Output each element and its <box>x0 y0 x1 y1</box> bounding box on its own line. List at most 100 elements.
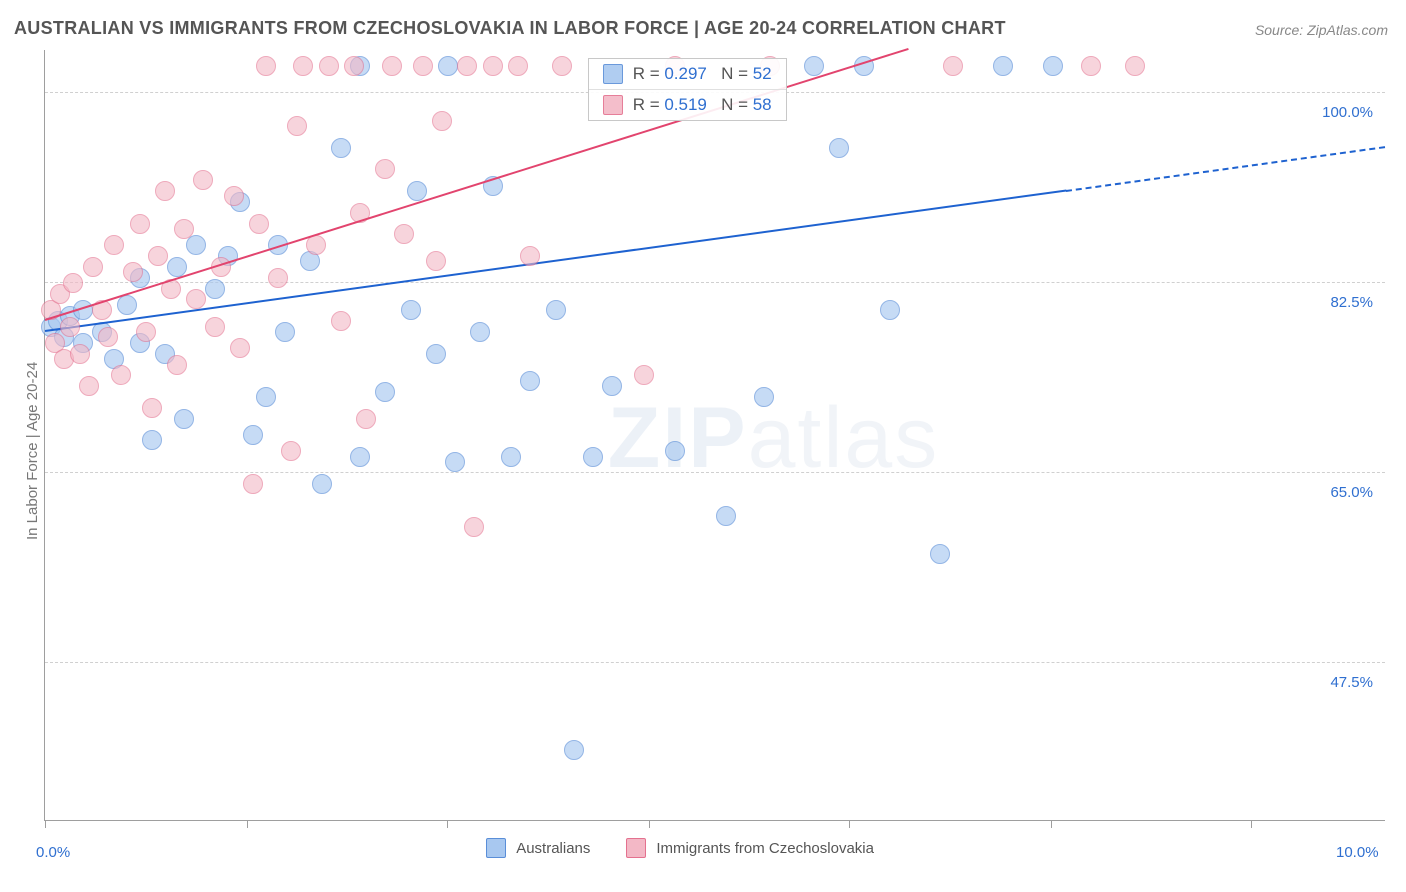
data-point <box>224 186 244 206</box>
y-tick-label: 82.5% <box>1330 294 1373 311</box>
data-point <box>394 224 414 244</box>
data-point <box>1081 56 1101 76</box>
series-swatch <box>603 95 623 115</box>
data-point <box>142 398 162 418</box>
data-point <box>520 246 540 266</box>
data-point <box>602 376 622 396</box>
data-point <box>193 170 213 190</box>
data-point <box>60 317 80 337</box>
data-point <box>634 365 654 385</box>
legend-swatch <box>486 838 506 858</box>
data-point <box>312 474 332 494</box>
data-point <box>111 365 131 385</box>
data-point <box>508 56 528 76</box>
data-point <box>445 452 465 472</box>
legend-label: Australians <box>516 840 590 857</box>
data-point <box>79 376 99 396</box>
y-tick-label: 100.0% <box>1322 104 1373 121</box>
gridline <box>45 472 1385 473</box>
data-point <box>243 425 263 445</box>
x-tick <box>849 820 850 828</box>
data-point <box>148 246 168 266</box>
data-point <box>331 138 351 158</box>
source-attribution: Source: ZipAtlas.com <box>1255 22 1388 38</box>
data-point <box>413 56 433 76</box>
y-axis-label: In Labor Force | Age 20-24 <box>24 362 41 540</box>
data-point <box>564 740 584 760</box>
data-point <box>1043 56 1063 76</box>
data-point <box>123 262 143 282</box>
data-point <box>344 56 364 76</box>
data-point <box>464 517 484 537</box>
legend-bottom: AustraliansImmigrants from Czechoslovaki… <box>486 838 900 858</box>
data-point <box>174 409 194 429</box>
stats-text: R = 0.519 N = 58 <box>633 95 772 115</box>
stats-row: R = 0.519 N = 58 <box>589 90 786 120</box>
x-tick <box>1051 820 1052 828</box>
data-point <box>407 181 427 201</box>
y-tick-label: 47.5% <box>1330 674 1373 691</box>
data-point <box>993 56 1013 76</box>
gridline <box>45 662 1385 663</box>
data-point <box>186 235 206 255</box>
data-point <box>167 355 187 375</box>
x-tick <box>1251 820 1252 828</box>
data-point <box>230 338 250 358</box>
data-point <box>880 300 900 320</box>
data-point <box>426 251 446 271</box>
data-point <box>205 317 225 337</box>
x-tick <box>447 820 448 828</box>
data-point <box>63 273 83 293</box>
data-point <box>256 56 276 76</box>
data-point <box>432 111 452 131</box>
data-point <box>155 181 175 201</box>
data-point <box>401 300 421 320</box>
data-point <box>186 289 206 309</box>
data-point <box>104 235 124 255</box>
data-point <box>665 441 685 461</box>
data-point <box>829 138 849 158</box>
series-swatch <box>603 64 623 84</box>
data-point <box>287 116 307 136</box>
y-tick-label: 65.0% <box>1330 484 1373 501</box>
data-point <box>520 371 540 391</box>
data-point <box>426 344 446 364</box>
data-point <box>136 322 156 342</box>
x-tick <box>247 820 248 828</box>
x-tick <box>649 820 650 828</box>
data-point <box>205 279 225 299</box>
data-point <box>142 430 162 450</box>
data-point <box>716 506 736 526</box>
legend-swatch <box>626 838 646 858</box>
regression-line <box>1066 146 1385 192</box>
data-point <box>319 56 339 76</box>
data-point <box>382 56 402 76</box>
data-point <box>546 300 566 320</box>
data-point <box>98 327 118 347</box>
correlation-stats-box: R = 0.297 N = 52 R = 0.519 N = 58 <box>588 58 787 121</box>
data-point <box>483 56 503 76</box>
data-point <box>350 447 370 467</box>
data-point <box>243 474 263 494</box>
data-point <box>331 311 351 331</box>
data-point <box>306 235 326 255</box>
data-point <box>930 544 950 564</box>
data-point <box>583 447 603 467</box>
data-point <box>501 447 521 467</box>
data-point <box>754 387 774 407</box>
data-point <box>375 382 395 402</box>
data-point <box>804 56 824 76</box>
scatter-plot-area: ZIPatlas 47.5%65.0%82.5%100.0%R = 0.297 … <box>44 50 1385 821</box>
x-max-label: 10.0% <box>1336 844 1379 861</box>
gridline <box>45 282 1385 283</box>
data-point <box>438 56 458 76</box>
data-point <box>130 214 150 234</box>
data-point <box>552 56 572 76</box>
data-point <box>943 56 963 76</box>
data-point <box>70 344 90 364</box>
stats-text: R = 0.297 N = 52 <box>633 64 772 84</box>
data-point <box>256 387 276 407</box>
data-point <box>470 322 490 342</box>
data-point <box>375 159 395 179</box>
data-point <box>249 214 269 234</box>
